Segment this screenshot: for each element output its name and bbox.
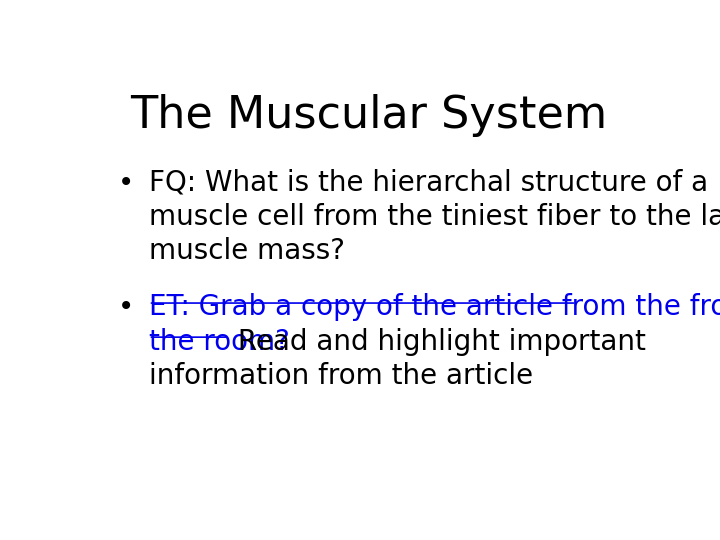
Text: •: • — [118, 294, 134, 321]
Text: muscle mass?: muscle mass? — [148, 237, 345, 265]
Text: information from the article: information from the article — [148, 362, 533, 390]
Text: •: • — [118, 168, 134, 197]
Text: The Muscular System: The Muscular System — [130, 94, 608, 137]
Text: FQ: What is the hierarchal structure of a: FQ: What is the hierarchal structure of … — [148, 168, 708, 197]
Text: Read and highlight important: Read and highlight important — [229, 328, 646, 355]
Text: ET: Grab a copy of the article from the front of: ET: Grab a copy of the article from the … — [148, 294, 720, 321]
Text: muscle cell from the tiniest fiber to the largest: muscle cell from the tiniest fiber to th… — [148, 203, 720, 231]
Text: the room?: the room? — [148, 328, 289, 355]
